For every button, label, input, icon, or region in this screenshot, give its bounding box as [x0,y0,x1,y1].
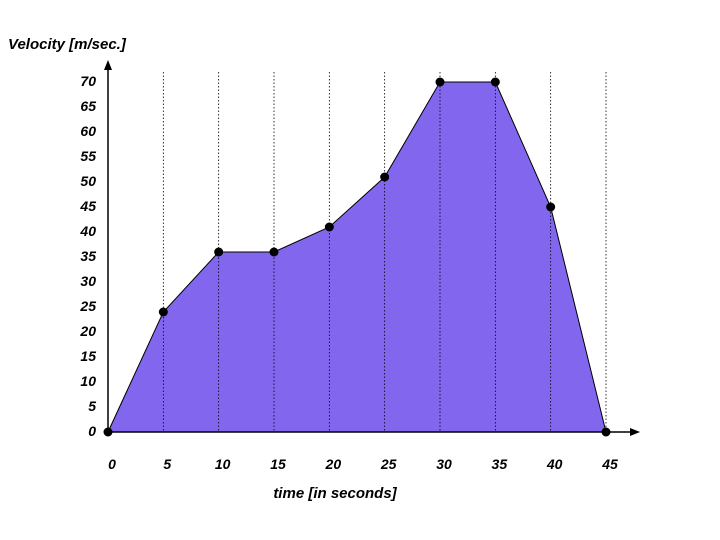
axes [104,60,640,436]
x-tick-label-20: 20 [325,456,342,472]
x-tick-label-45: 45 [601,456,618,472]
x-axis-title: time [in seconds] [273,485,397,502]
x-axis-arrow-icon [630,428,640,436]
data-point-40 [546,202,556,212]
data-point-30 [435,77,445,87]
y-tick-label-45: 45 [79,198,96,214]
y-axis-arrow-icon [104,60,112,70]
data-point-0 [103,427,113,437]
data-point-25 [380,172,390,182]
y-tick-label-60: 60 [80,123,96,139]
y-tick-label-5: 5 [88,398,96,414]
y-tick-label-50: 50 [80,173,96,189]
x-tick-label-30: 30 [436,456,452,472]
y-tick-label-65: 65 [80,98,96,114]
x-tick-label-15: 15 [270,456,286,472]
x-tick-label-10: 10 [215,456,231,472]
x-tick-label-5: 5 [163,456,171,472]
x-tick-label-0: 0 [108,456,116,472]
data-points [103,77,611,437]
x-tick-label-35: 35 [492,456,508,472]
x-tick-labels: 0 5 10 15 20 25 30 35 40 45 [108,456,618,472]
y-tick-labels: 0 5 10 15 20 25 30 35 40 45 50 55 60 65 70 [79,73,96,439]
data-point-15 [269,247,279,257]
area-fill-layer [108,82,606,432]
data-point-45 [601,427,611,437]
data-point-5 [158,307,168,317]
y-tick-label-70: 70 [80,73,96,89]
data-point-35 [490,77,500,87]
y-tick-label-55: 55 [80,148,96,164]
x-tick-label-25: 25 [380,456,397,472]
y-tick-label-35: 35 [80,248,96,264]
y-tick-label-30: 30 [80,273,96,289]
data-point-10 [214,247,224,257]
y-tick-label-15: 15 [80,348,96,364]
area-fill [108,82,606,432]
series-line [107,81,607,433]
series-line-layer [107,81,607,433]
y-tick-label-25: 25 [79,298,96,314]
y-tick-label-0: 0 [88,423,96,439]
y-tick-label-20: 20 [79,323,96,339]
y-tick-label-40: 40 [79,223,96,239]
y-axis-title: Velocity [m/sec.] [8,36,127,53]
y-tick-label-10: 10 [80,373,96,389]
data-point-20 [324,222,334,232]
x-tick-label-40: 40 [546,456,563,472]
